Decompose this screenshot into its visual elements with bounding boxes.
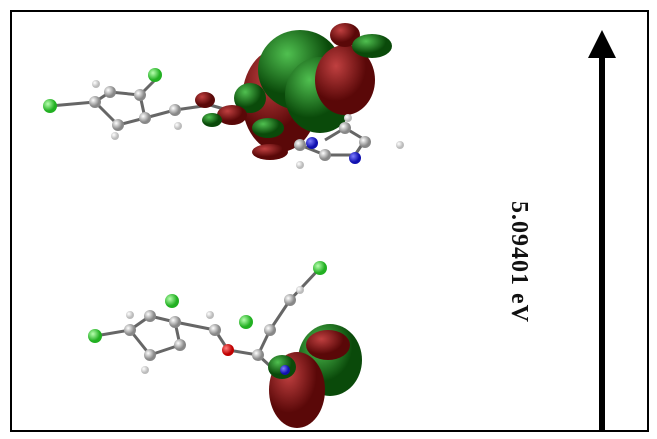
energy-gap-label: 5.09401 eV xyxy=(506,201,532,323)
page: 5.09401 eV (() => { const data = JSON.pa… xyxy=(0,0,657,439)
figure: 5.09401 eV xyxy=(0,0,657,439)
